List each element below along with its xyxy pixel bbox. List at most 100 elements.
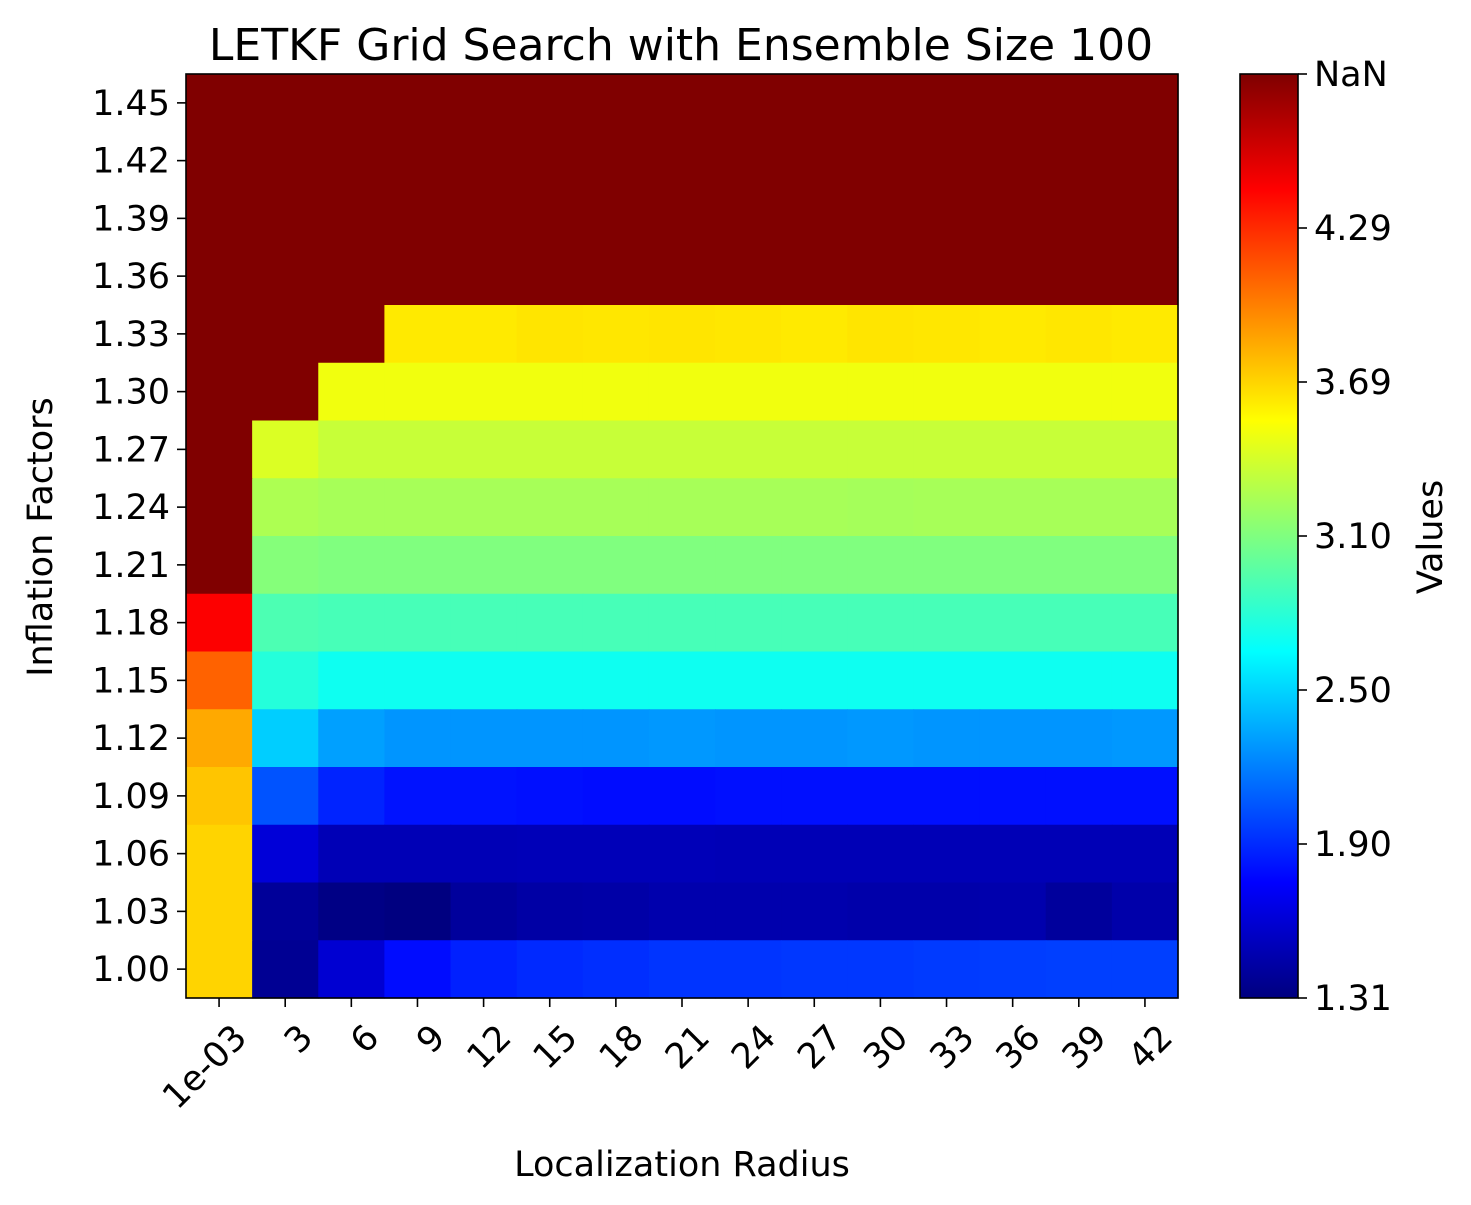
colorbar-tick-label: 2.50: [1314, 671, 1392, 711]
heatmap-cell: [913, 536, 981, 595]
heatmap-cell: [186, 74, 253, 133]
heatmap-cell: [913, 767, 981, 826]
heatmap-cell: [648, 651, 716, 710]
heatmap-cell: [384, 478, 452, 537]
heatmap-cell: [913, 305, 981, 364]
heatmap-cell: [913, 593, 981, 653]
heatmap-cell: [715, 593, 782, 653]
heatmap-cell: [252, 767, 319, 826]
heatmap-cell: [186, 478, 253, 537]
y-axis-ticks: 1.45 1.42 1.39 1.36 1.33 1.30 1.27 1.24 1.21 1.18…: [92, 84, 186, 990]
heatmap-cell: [516, 362, 584, 422]
heatmap-cell: [979, 74, 1047, 133]
heatmap-cell: [1045, 709, 1113, 768]
heatmap-cell: [516, 824, 584, 884]
heatmap-cell: [318, 651, 385, 710]
heatmap-cell: [450, 536, 518, 595]
heatmap-cell: [252, 882, 319, 941]
x-tick-label: 21: [658, 1018, 718, 1078]
y-axis-label: Inflation Factors: [21, 397, 61, 677]
heatmap-cell: [715, 940, 782, 999]
x-axis-label: Localization Radius: [514, 1145, 850, 1185]
heatmap-cell: [979, 940, 1047, 999]
heatmap-cell: [847, 74, 915, 133]
heatmap-cell: [516, 74, 584, 133]
heatmap-cell: [781, 478, 848, 537]
colorbar-label: Values: [1411, 480, 1451, 594]
heatmap-cell: [186, 536, 253, 595]
heatmap-cell: [450, 189, 518, 248]
heatmap-cell: [913, 247, 981, 306]
heatmap-cell: [648, 824, 716, 884]
heatmap-cell: [450, 593, 518, 653]
heatmap-cell: [450, 940, 518, 999]
heatmap-cell: [913, 362, 981, 422]
heatmap-cell: [1045, 593, 1113, 653]
heatmap-cell: [384, 940, 452, 999]
heatmap-cell: [648, 420, 716, 479]
heatmap-cell: [252, 74, 319, 133]
heatmap-cell: [781, 189, 848, 248]
heatmap-cell: [715, 74, 782, 133]
heatmap-cell: [1045, 940, 1113, 999]
heatmap-cell: [1111, 189, 1179, 248]
heatmap-cell: [450, 74, 518, 133]
heatmap-cell: [186, 882, 253, 941]
y-tick-label: 1.09: [92, 777, 170, 817]
heatmap-cell: [1045, 536, 1113, 595]
heatmap-cell: [648, 767, 716, 826]
y-tick-label: 1.24: [92, 488, 170, 528]
heatmap-cell: [318, 478, 385, 537]
heatmap-cell: [384, 536, 452, 595]
heatmap-cell: [781, 247, 848, 306]
heatmap-cell: [582, 305, 650, 364]
heatmap-cell: [781, 882, 848, 941]
heatmap-cell: [186, 593, 253, 653]
heatmap-cell: [384, 767, 452, 826]
heatmap-cell: [1111, 824, 1179, 884]
y-tick-label: 1.36: [92, 257, 170, 297]
y-tick-label: 1.12: [92, 719, 170, 759]
heatmap-cell: [847, 824, 915, 884]
heatmap-cell: [582, 882, 650, 941]
heatmap-cell: [648, 74, 716, 133]
heatmap-cell: [582, 247, 650, 306]
heatmap-cell: [648, 536, 716, 595]
heatmap-cell: [1045, 131, 1113, 191]
heatmap-cell: [781, 131, 848, 191]
heatmap-cell: [648, 940, 716, 999]
heatmap-cell: [913, 74, 981, 133]
heatmap-cell: [516, 305, 584, 364]
heatmap-cell: [582, 651, 650, 710]
heatmap-cell: [1045, 305, 1113, 364]
heatmap-cell: [318, 74, 385, 133]
heatmap-cell: [384, 651, 452, 710]
heatmap-cell: [781, 824, 848, 884]
heatmap-cell: [582, 940, 650, 999]
heatmap-cell: [516, 189, 584, 248]
heatmap-cell: [847, 131, 915, 191]
heatmap-cell: [582, 74, 650, 133]
heatmap-cell: [384, 74, 452, 133]
colorbar-tick-label: NaN: [1314, 55, 1388, 95]
heatmap-cell: [1111, 536, 1179, 595]
heatmap-cell: [582, 131, 650, 191]
heatmap-cell: [913, 420, 981, 479]
heatmap-cell: [847, 478, 915, 537]
heatmap-cell: [186, 420, 253, 479]
heatmap-cell: [847, 940, 915, 999]
heatmap-cell: [648, 362, 716, 422]
heatmap-cell: [450, 651, 518, 710]
heatmap-cell: [715, 305, 782, 364]
heatmap-cell: [1045, 824, 1113, 884]
y-tick-label: 1.18: [92, 604, 170, 644]
heatmap-cell: [715, 651, 782, 710]
heatmap-cell: [648, 478, 716, 537]
heatmap-cell: [450, 824, 518, 884]
colorbar-tick-label: 3.69: [1314, 363, 1392, 403]
heatmap-cell: [1045, 74, 1113, 133]
heatmap-cell: [648, 131, 716, 191]
heatmap-cell: [715, 536, 782, 595]
heatmap-cell: [318, 536, 385, 595]
heatmap-cell: [516, 940, 584, 999]
